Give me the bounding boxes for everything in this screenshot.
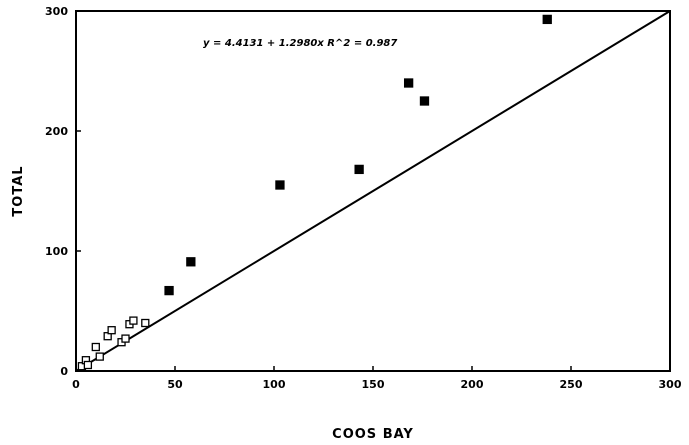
x-axis: 0 50 100 150 200 250 300 <box>72 366 682 391</box>
y-axis: 0 100 200 300 <box>45 5 81 378</box>
x-tick-label: 0 <box>72 378 80 391</box>
open-square-point <box>129 316 138 325</box>
x-tick-label: 150 <box>362 378 385 391</box>
open-square-point <box>91 342 100 352</box>
open-square-point <box>95 352 104 361</box>
open-square-point <box>107 326 116 335</box>
x-tick-label: 250 <box>560 378 583 391</box>
filled-square-point <box>275 180 285 190</box>
filled-square-point <box>354 164 364 175</box>
x-tick-label: 100 <box>263 378 286 391</box>
filled-square-point <box>164 285 174 296</box>
filled-square-point <box>542 14 552 25</box>
filled-square-point <box>186 257 196 267</box>
y-tick-label: 200 <box>45 125 68 138</box>
regression-annotation: y = 4.4131 + 1.2980x R^2 = 0.987 <box>203 38 397 49</box>
data-points <box>77 14 552 371</box>
y-tick-label: 0 <box>60 365 68 378</box>
filled-square-point <box>419 96 430 106</box>
x-tick-label: 50 <box>167 378 183 391</box>
y-tick-label: 300 <box>45 5 68 18</box>
reference-line <box>75 10 671 372</box>
open-square-point <box>121 334 130 343</box>
filled-square-point <box>403 78 414 88</box>
x-tick-label: 300 <box>659 378 682 391</box>
y-axis-title: TOTAL <box>11 165 26 216</box>
open-square-point <box>83 360 93 370</box>
open-square-point <box>141 318 150 328</box>
x-axis-title: COOS BAY <box>332 427 414 442</box>
x-tick-label: 200 <box>461 378 484 391</box>
y-tick-label: 100 <box>45 245 68 258</box>
